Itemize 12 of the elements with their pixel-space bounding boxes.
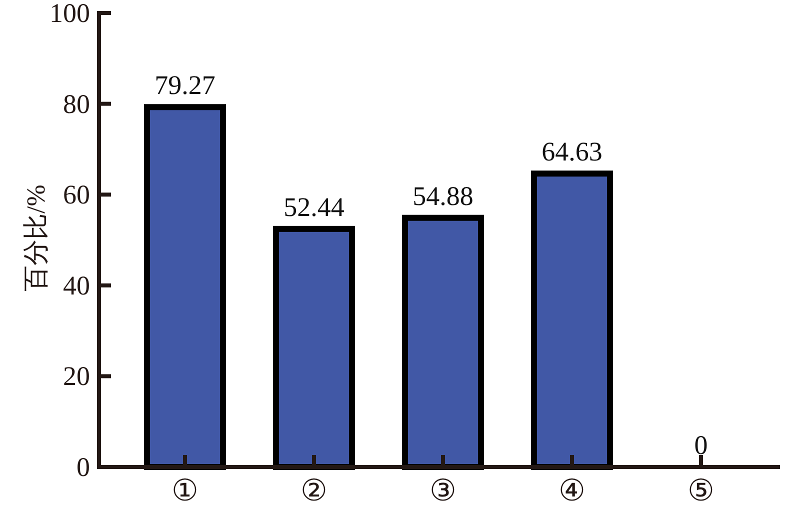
x-tick-label: ② <box>300 474 328 507</box>
y-tick-label: 100 <box>50 0 90 28</box>
x-tick-label: ④ <box>558 474 586 507</box>
x-tick-label: ③ <box>430 474 456 507</box>
y-tick-label: 20 <box>63 361 90 392</box>
y-tick-label: 0 <box>76 452 90 482</box>
x-tick-label: ⑤ <box>688 474 714 507</box>
y-tick-label: 60 <box>63 180 90 210</box>
x-tick-label: ① <box>172 474 198 507</box>
y-axis-title: 百分比/% <box>22 184 50 292</box>
y-tick-label: 80 <box>63 88 90 119</box>
y-tick-label: 40 <box>63 270 90 300</box>
